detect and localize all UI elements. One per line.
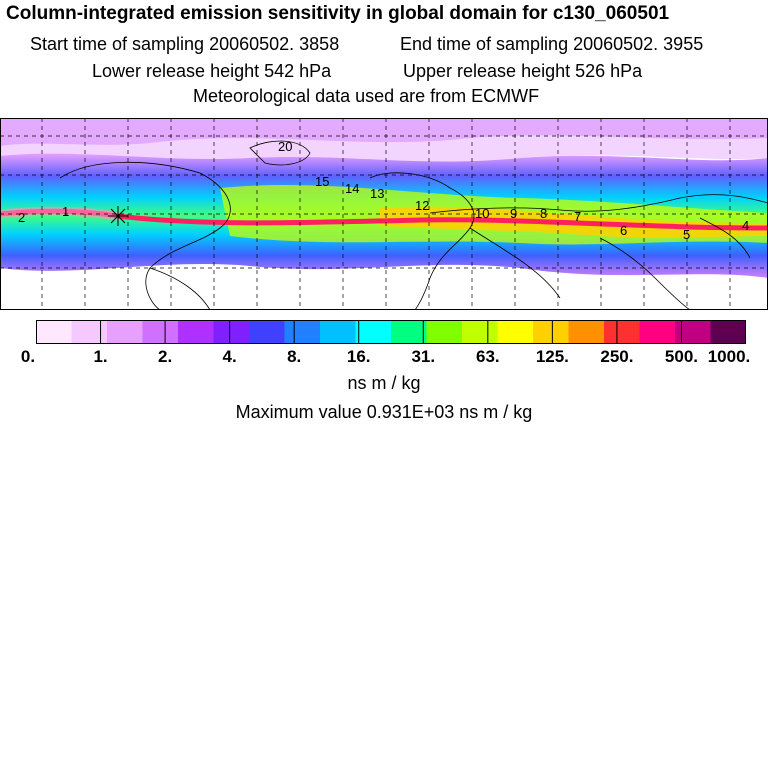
colorbar-tick-label: 500. bbox=[664, 347, 698, 366]
colorbar-swatch bbox=[568, 320, 605, 344]
contour-labels: 20 15 14 13 12 10 9 8 7 6 5 4 2 1 bbox=[18, 139, 749, 242]
colorbar-tick-label: 16. bbox=[346, 347, 371, 366]
colorbar-swatch bbox=[178, 320, 214, 344]
contour-label: 2 bbox=[18, 210, 25, 225]
max-value-label: Maximum value 0.931E+03 ns m / kg bbox=[235, 402, 533, 422]
contour-label: 4 bbox=[742, 218, 749, 233]
colorbar-swatch bbox=[71, 320, 108, 344]
high-latitude-core bbox=[0, 118, 768, 146]
contour-label: 10 bbox=[475, 206, 489, 221]
met-data-label: Meteorological data used are from ECMWF bbox=[193, 86, 540, 106]
colorbar-swatch bbox=[355, 320, 392, 344]
contour-label: 7 bbox=[574, 209, 581, 224]
graticule bbox=[0, 118, 768, 310]
colorbar bbox=[36, 320, 746, 344]
colorbar-tick-label: 0. bbox=[20, 347, 36, 366]
colorbar-swatch bbox=[107, 320, 143, 344]
colorbar-tick-label: 1000. bbox=[707, 347, 751, 366]
contour-label: 14 bbox=[345, 181, 359, 196]
contour-label: 12 bbox=[415, 198, 429, 213]
upper-height-label: Upper release height 526 hPa bbox=[403, 61, 643, 81]
coastlines bbox=[59, 140, 768, 310]
colorbar-swatch bbox=[639, 320, 676, 344]
lower-height-label: Lower release height 542 hPa bbox=[92, 61, 332, 81]
colorbar-tick-label: 125. bbox=[535, 347, 569, 366]
star-marker bbox=[108, 206, 128, 226]
colorbar-swatch bbox=[249, 320, 285, 344]
colorbar-swatch bbox=[462, 320, 498, 344]
colorbar-tick-label: 31. bbox=[411, 347, 436, 366]
contour-label: 6 bbox=[620, 223, 627, 238]
colorbar-frame bbox=[36, 320, 746, 344]
contour-label: 20 bbox=[278, 139, 292, 154]
colorbar-swatch bbox=[710, 320, 746, 344]
colorbar-swatch bbox=[213, 320, 250, 344]
colorbar-swatch bbox=[497, 320, 534, 344]
contour-label: 13 bbox=[370, 186, 384, 201]
contour-label: 1 bbox=[62, 204, 69, 219]
start-time-label: Start time of sampling 20060502. 3858 bbox=[30, 34, 340, 54]
colorbar-swatch bbox=[533, 320, 569, 344]
colorbar-swatch bbox=[142, 320, 179, 344]
colorbar-tick-label: 4. bbox=[222, 347, 237, 366]
colorbar-swatch bbox=[36, 320, 72, 344]
colorbar-tick-label: 63. bbox=[475, 347, 500, 366]
units-label: ns m / kg bbox=[347, 373, 421, 393]
end-time-label: End time of sampling 20060502. 3955 bbox=[400, 34, 704, 54]
colorbar-tick-label: 1. bbox=[93, 347, 108, 366]
colorbar-tick-label: 8. bbox=[287, 347, 302, 366]
contour-label: 9 bbox=[510, 206, 517, 221]
colorbar-swatch bbox=[284, 320, 321, 344]
contour-label: 5 bbox=[683, 227, 690, 242]
colorbar-swatch bbox=[391, 320, 427, 344]
contour-label: 8 bbox=[540, 206, 547, 221]
plot-title: Column-integrated emission sensitivity i… bbox=[6, 3, 670, 24]
colorbar-swatch bbox=[604, 320, 640, 344]
colorbar-tick-label: 250. bbox=[600, 347, 634, 366]
contour-label: 15 bbox=[315, 174, 329, 189]
colorbar-swatch bbox=[320, 320, 356, 344]
colorbar-swatch bbox=[675, 320, 711, 344]
colorbar-swatch bbox=[426, 320, 463, 344]
colorbar-tick-label: 2. bbox=[157, 347, 173, 366]
emission-sensitivity-map: 20 15 14 13 12 10 9 8 7 6 5 4 2 1 bbox=[0, 118, 768, 310]
